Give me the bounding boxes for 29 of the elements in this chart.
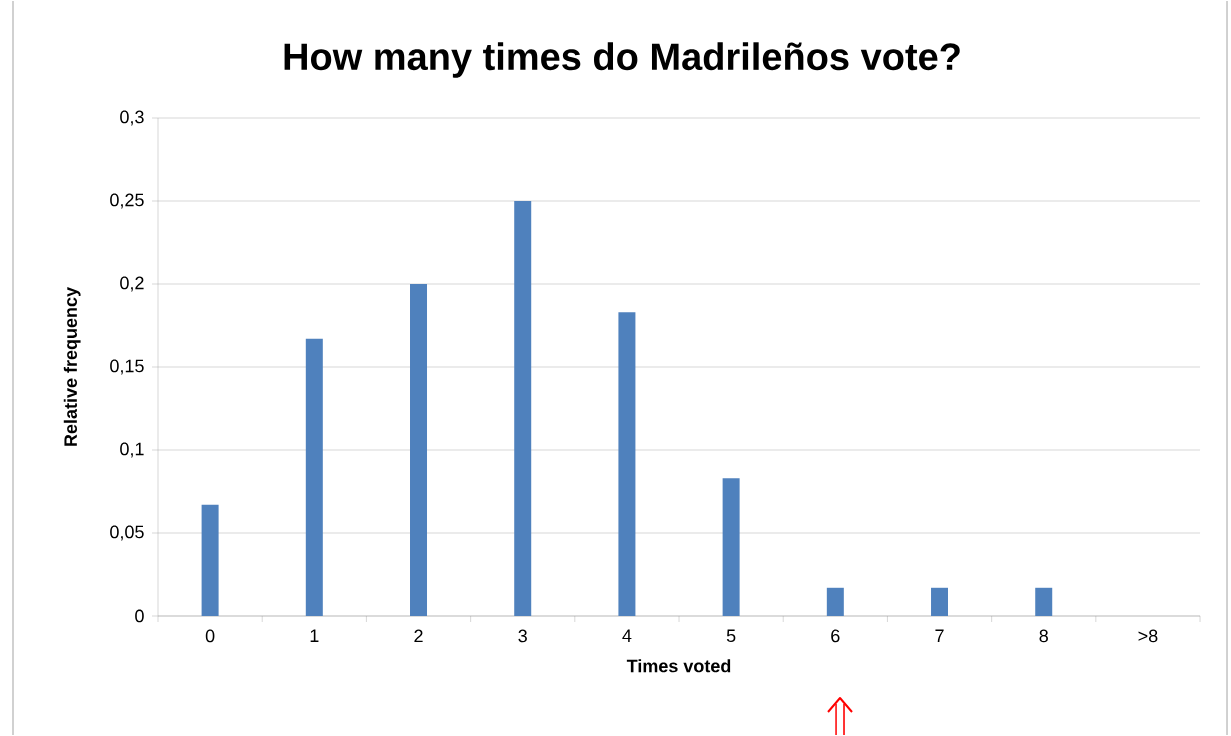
bar <box>514 201 532 617</box>
y-tick-label: 0,1 <box>120 442 144 458</box>
x-tick-label: 4 <box>622 629 632 643</box>
y-tick-label: 0 <box>135 609 144 623</box>
bar <box>410 284 428 617</box>
x-tick-label: 6 <box>831 629 840 643</box>
bar <box>618 312 636 617</box>
y-tick-label: 0,05 <box>110 525 144 541</box>
bar <box>201 504 219 617</box>
bar <box>931 587 949 617</box>
x-axis-title: Times voted <box>626 659 731 673</box>
bar <box>722 478 740 617</box>
x-tick-label: 1 <box>310 629 319 643</box>
x-tick-label: 0 <box>205 629 215 643</box>
x-tick-label: 8 <box>1039 629 1048 643</box>
bar <box>1035 587 1053 617</box>
bar <box>305 338 323 617</box>
x-tick-label: 3 <box>518 629 527 643</box>
x-tick-label: 5 <box>726 629 736 643</box>
x-tick-label: 7 <box>935 629 944 643</box>
y-axis-title: Relative frequency <box>63 287 81 446</box>
chart-title: How many times do Madrileños vote? <box>284 42 960 78</box>
y-tick-label: 0,3 <box>120 110 144 126</box>
bar <box>826 587 844 617</box>
y-tick-label: 0,15 <box>110 359 144 375</box>
y-tick-label: 0,25 <box>110 193 144 209</box>
x-tick-label: >8 <box>1138 629 1158 643</box>
y-tick-label: 0,2 <box>120 276 144 292</box>
x-tick-label: 2 <box>414 629 423 643</box>
